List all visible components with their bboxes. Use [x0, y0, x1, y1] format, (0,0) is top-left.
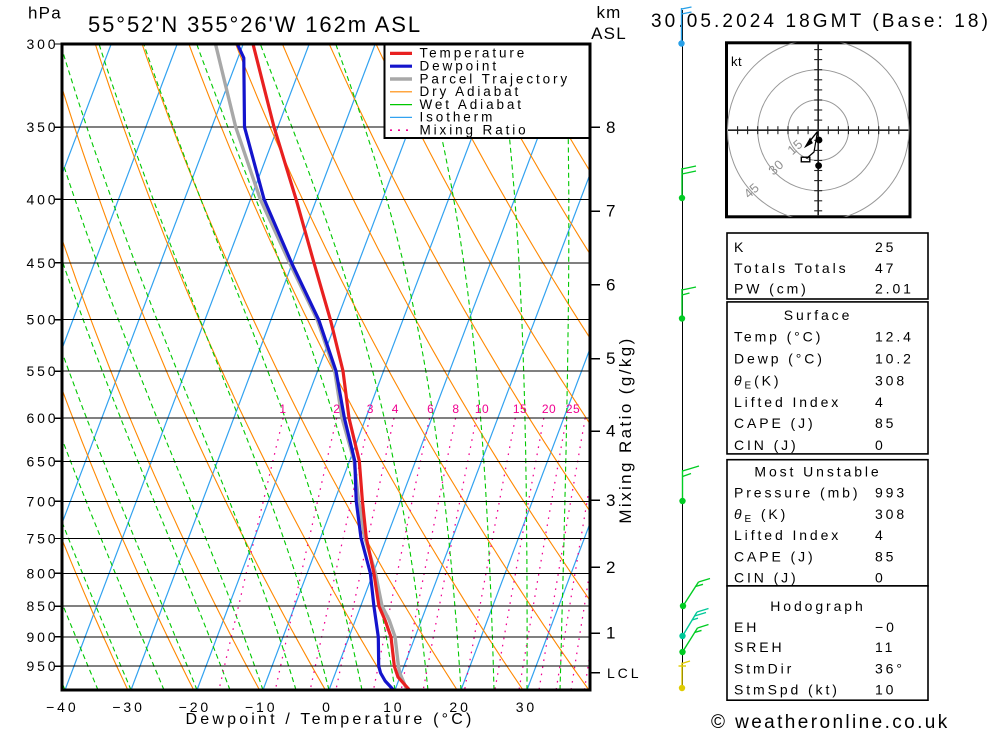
svg-text:650: 650	[26, 453, 58, 469]
svg-text:2: 2	[606, 558, 617, 577]
svg-text:Pressure (mb): Pressure (mb)	[734, 485, 860, 501]
svg-text:2: 2	[333, 402, 340, 416]
svg-text:5: 5	[606, 349, 617, 368]
svg-text:ASL: ASL	[591, 24, 627, 43]
svg-text:0: 0	[875, 570, 886, 586]
svg-text:25: 25	[875, 239, 896, 255]
svg-text:900: 900	[26, 629, 58, 645]
svg-text:993: 993	[875, 485, 907, 501]
svg-text:Most Unstable: Most Unstable	[754, 464, 881, 480]
svg-text:Temp (°C): Temp (°C)	[734, 329, 823, 345]
svg-text:47: 47	[875, 260, 896, 276]
svg-text:750: 750	[26, 531, 58, 547]
svg-text:kt: kt	[731, 54, 742, 69]
svg-text:Lifted Index: Lifted Index	[734, 394, 841, 410]
svg-text:Wet Adiabat: Wet Adiabat	[420, 97, 524, 112]
svg-text:950: 950	[26, 658, 58, 674]
svg-text:30.05.2024 18GMT (Base: 18): 30.05.2024 18GMT (Base: 18)	[651, 11, 991, 32]
svg-text:Lifted Index: Lifted Index	[734, 527, 841, 543]
svg-text:1: 1	[279, 402, 286, 416]
svg-text:10.2: 10.2	[875, 351, 914, 367]
svg-text:3: 3	[606, 491, 617, 510]
svg-text:CAPE (J): CAPE (J)	[734, 415, 816, 431]
svg-text:55°52'N 355°26'W 162m ASL: 55°52'N 355°26'W 162m ASL	[88, 12, 422, 37]
svg-text:θE (K): θE (K)	[734, 506, 788, 525]
svg-text:0: 0	[322, 699, 333, 715]
svg-text:308: 308	[875, 373, 907, 389]
svg-text:500: 500	[26, 312, 58, 328]
svg-text:25: 25	[566, 402, 580, 416]
svg-text:Surface: Surface	[784, 307, 853, 323]
svg-text:4: 4	[392, 402, 399, 416]
svg-text:Mixing Ratio (g/kg): Mixing Ratio (g/kg)	[616, 336, 635, 523]
svg-text:CAPE (J): CAPE (J)	[734, 549, 816, 565]
svg-text:Dry Adiabat: Dry Adiabat	[420, 84, 522, 99]
svg-text:θE(K): θE(K)	[734, 373, 781, 392]
svg-text:−40: −40	[46, 699, 78, 715]
svg-text:12.4: 12.4	[875, 329, 914, 345]
svg-text:−20: −20	[179, 699, 211, 715]
svg-text:10: 10	[383, 699, 404, 715]
svg-text:30: 30	[516, 699, 537, 715]
svg-text:1: 1	[606, 624, 617, 643]
svg-text:Dewpoint / Temperature (°C): Dewpoint / Temperature (°C)	[185, 711, 474, 728]
svg-text:11: 11	[875, 639, 895, 655]
svg-text:20: 20	[542, 402, 556, 416]
svg-text:EH: EH	[734, 619, 759, 635]
svg-text:6: 6	[606, 275, 617, 294]
svg-text:400: 400	[26, 191, 58, 207]
svg-text:10: 10	[475, 402, 489, 416]
svg-text:700: 700	[26, 493, 58, 509]
svg-text:Totals Totals: Totals Totals	[734, 260, 848, 276]
svg-text:Temperature: Temperature	[420, 46, 528, 61]
svg-text:−30: −30	[112, 699, 144, 715]
svg-text:Hodograph: Hodograph	[770, 598, 865, 614]
svg-text:hPa: hPa	[28, 4, 62, 23]
svg-text:350: 350	[26, 119, 58, 135]
svg-text:CIN (J): CIN (J)	[734, 437, 799, 453]
svg-text:20: 20	[449, 699, 470, 715]
svg-text:300: 300	[26, 36, 58, 52]
svg-text:8: 8	[606, 118, 617, 137]
svg-text:3: 3	[367, 402, 374, 416]
svg-text:CIN (J): CIN (J)	[734, 570, 799, 586]
svg-text:4: 4	[606, 422, 617, 441]
svg-text:85: 85	[875, 549, 896, 565]
svg-text:7: 7	[606, 202, 617, 221]
svg-text:36°: 36°	[875, 660, 905, 676]
svg-text:308: 308	[875, 506, 907, 522]
svg-text:85: 85	[875, 415, 896, 431]
svg-text:PW (cm): PW (cm)	[734, 281, 809, 297]
svg-text:4: 4	[875, 527, 886, 543]
svg-text:Dewp (°C): Dewp (°C)	[734, 351, 825, 367]
svg-text:−0: −0	[875, 619, 897, 635]
svg-text:2.01: 2.01	[875, 281, 914, 297]
svg-text:km: km	[596, 3, 621, 22]
svg-text:SREH: SREH	[734, 639, 785, 655]
svg-text:550: 550	[26, 363, 58, 379]
svg-text:−10: −10	[245, 699, 277, 715]
svg-text:© weatheronline.co.uk: © weatheronline.co.uk	[711, 712, 950, 733]
svg-text:Parcel Trajectory: Parcel Trajectory	[420, 71, 571, 86]
svg-text:850: 850	[26, 598, 58, 614]
svg-text:0: 0	[875, 437, 886, 453]
svg-text:800: 800	[26, 565, 58, 581]
svg-text:8: 8	[452, 402, 459, 416]
svg-text:600: 600	[26, 410, 58, 426]
svg-text:K: K	[734, 239, 746, 255]
svg-text:StmDir: StmDir	[734, 660, 794, 676]
svg-text:StmSpd (kt): StmSpd (kt)	[734, 682, 840, 698]
svg-text:15: 15	[513, 402, 527, 416]
svg-text:6: 6	[427, 402, 434, 416]
svg-text:Mixing Ratio: Mixing Ratio	[420, 123, 529, 138]
svg-text:LCL: LCL	[607, 665, 641, 681]
svg-text:Isotherm: Isotherm	[420, 110, 496, 125]
svg-text:10: 10	[875, 682, 896, 698]
svg-text:Dewpoint: Dewpoint	[420, 59, 499, 74]
svg-text:450: 450	[26, 255, 58, 271]
svg-text:4: 4	[875, 394, 886, 410]
